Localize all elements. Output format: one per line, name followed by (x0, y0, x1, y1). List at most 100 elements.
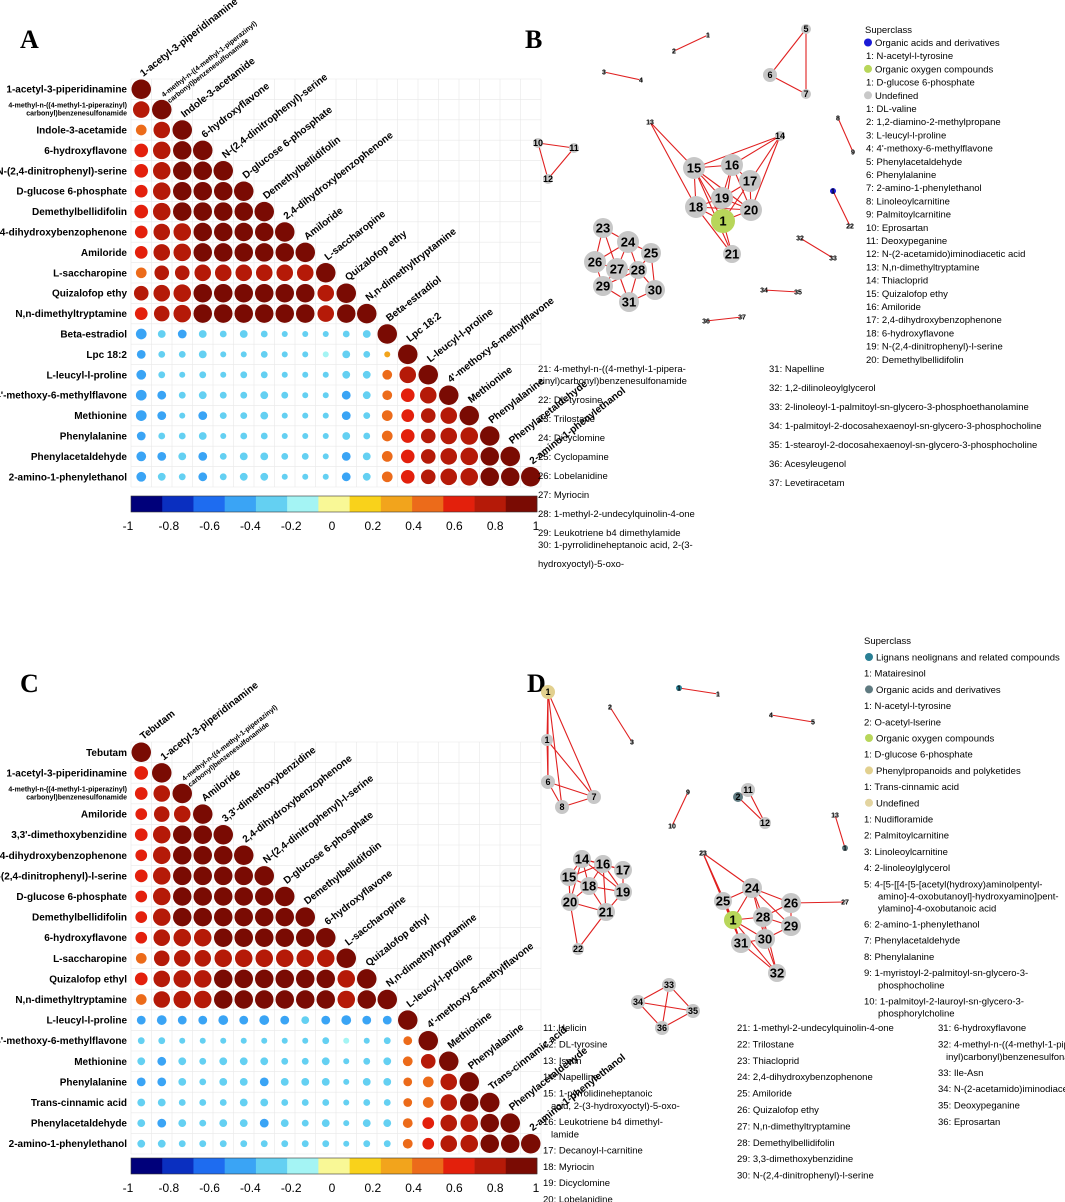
node-label: 30 (758, 932, 772, 947)
correlation-dot (219, 1057, 228, 1066)
node-label: 27 (610, 262, 624, 277)
network-edge (673, 34, 709, 52)
correlation-dot (135, 931, 148, 944)
legend-item: 7: 2-amino-1-phenylethanol (866, 183, 982, 194)
node-label: 12 (760, 818, 770, 828)
correlation-dot (157, 1077, 167, 1087)
correlation-dot (316, 927, 336, 948)
correlation-dot (132, 101, 150, 118)
node-label: 14 (575, 852, 590, 867)
network-node (561, 893, 579, 911)
colorbar-tick: -0.6 (199, 519, 220, 533)
correlation-dot (135, 890, 148, 903)
node-label: 23 (699, 850, 707, 857)
node-label: 22 (573, 944, 583, 954)
correlation-dot (440, 1094, 458, 1111)
network-edge (693, 167, 733, 255)
correlation-dot (402, 1138, 413, 1149)
correlation-dot (177, 1015, 187, 1025)
node-label: 35 (688, 1006, 698, 1016)
correlation-dot (275, 304, 295, 323)
correlation-dot (281, 1057, 289, 1065)
network-node (617, 231, 639, 253)
correlation-dot (281, 452, 289, 460)
correlation-dot (357, 990, 377, 1009)
correlation-dot (343, 1099, 350, 1106)
network-node (843, 900, 847, 904)
correlation-dot (152, 99, 172, 120)
colorbar-tick: -0.4 (240, 1181, 261, 1195)
correlation-dot (234, 949, 253, 968)
correlation-dot (193, 222, 213, 242)
legend-item: 26: Quizalofop ethy (737, 1105, 819, 1116)
network-node (683, 157, 705, 179)
colorbar-segment (505, 1158, 538, 1174)
correlation-dot (153, 284, 171, 302)
correlation-dot (363, 432, 371, 440)
node-label: 37 (738, 314, 746, 321)
row-label: Phenylalanine (60, 432, 128, 443)
correlation-dot (440, 407, 458, 424)
network-edge (770, 714, 814, 723)
correlation-dot (213, 846, 233, 865)
network-edge (547, 691, 563, 808)
row-label: N,n-dimethyltryptamine (15, 309, 127, 320)
legend-item: 37: Levetiracetam (769, 478, 845, 489)
correlation-dot (500, 1134, 520, 1153)
correlation-dot (317, 305, 335, 322)
correlation-dot (193, 970, 212, 988)
legend-item: 15: Quizalofop ethy (866, 289, 948, 300)
correlation-dot (152, 182, 171, 200)
legend-item: 18: 6-hydroxyflavone (866, 328, 954, 339)
node-label: 3 (630, 739, 634, 746)
correlation-dot (400, 388, 415, 403)
correlation-dot (179, 371, 186, 378)
legend-item: 7: Phenylacetaldehyde (864, 936, 960, 947)
network-node (801, 89, 811, 99)
correlation-dot (275, 907, 295, 927)
network-node (569, 143, 579, 153)
correlation-dot (137, 1098, 146, 1107)
correlation-dot (342, 370, 351, 379)
correlation-dot (383, 1057, 392, 1066)
legend-item: 32: 1,2-dilinoleoylglycerol (769, 383, 876, 394)
node-label: 1 (545, 687, 550, 697)
correlation-dot (254, 304, 274, 323)
correlation-dot (136, 369, 147, 380)
legend-item: 32: 4-methyl-n-((4-methyl-1-piperaz- (938, 1039, 1065, 1050)
correlation-dot (134, 204, 149, 219)
correlation-dot (213, 202, 233, 221)
row-label: Amiloride (81, 248, 128, 259)
node-label: 6 (545, 777, 550, 787)
network-node (629, 261, 647, 279)
node-label: 1 (716, 691, 720, 698)
node-label: 30 (648, 283, 662, 298)
correlation-dot (239, 1057, 248, 1066)
correlation-dot (295, 304, 315, 323)
correlation-dot (521, 467, 541, 487)
correlation-dot (157, 330, 166, 338)
correlation-dot (137, 1037, 145, 1045)
network-node (655, 1021, 669, 1035)
correlation-dot (220, 433, 227, 439)
correlation-dot (213, 928, 233, 947)
correlation-dot (261, 1037, 268, 1044)
node-label: 12 (543, 174, 553, 184)
correlation-dot (362, 472, 371, 481)
correlation-dot (420, 428, 436, 444)
network-edge (705, 316, 743, 322)
network-node (848, 224, 852, 228)
correlation-dot (239, 452, 248, 461)
correlation-dot (213, 161, 233, 181)
correlation-dot (193, 202, 213, 221)
node-label: 2 (608, 704, 612, 711)
correlation-dot (439, 1051, 459, 1072)
correlation-dot (296, 949, 315, 968)
network-node (781, 916, 801, 936)
legend-item: 1: Nudifloramide (864, 815, 933, 826)
correlation-dot (322, 473, 329, 480)
colorbar-segment (131, 496, 163, 512)
correlation-dot (234, 907, 254, 927)
legend-item: 10: 1-palmitoyl-2-lauroyl-sn-glycero-3- (864, 996, 1024, 1007)
correlation-dot (134, 246, 148, 259)
